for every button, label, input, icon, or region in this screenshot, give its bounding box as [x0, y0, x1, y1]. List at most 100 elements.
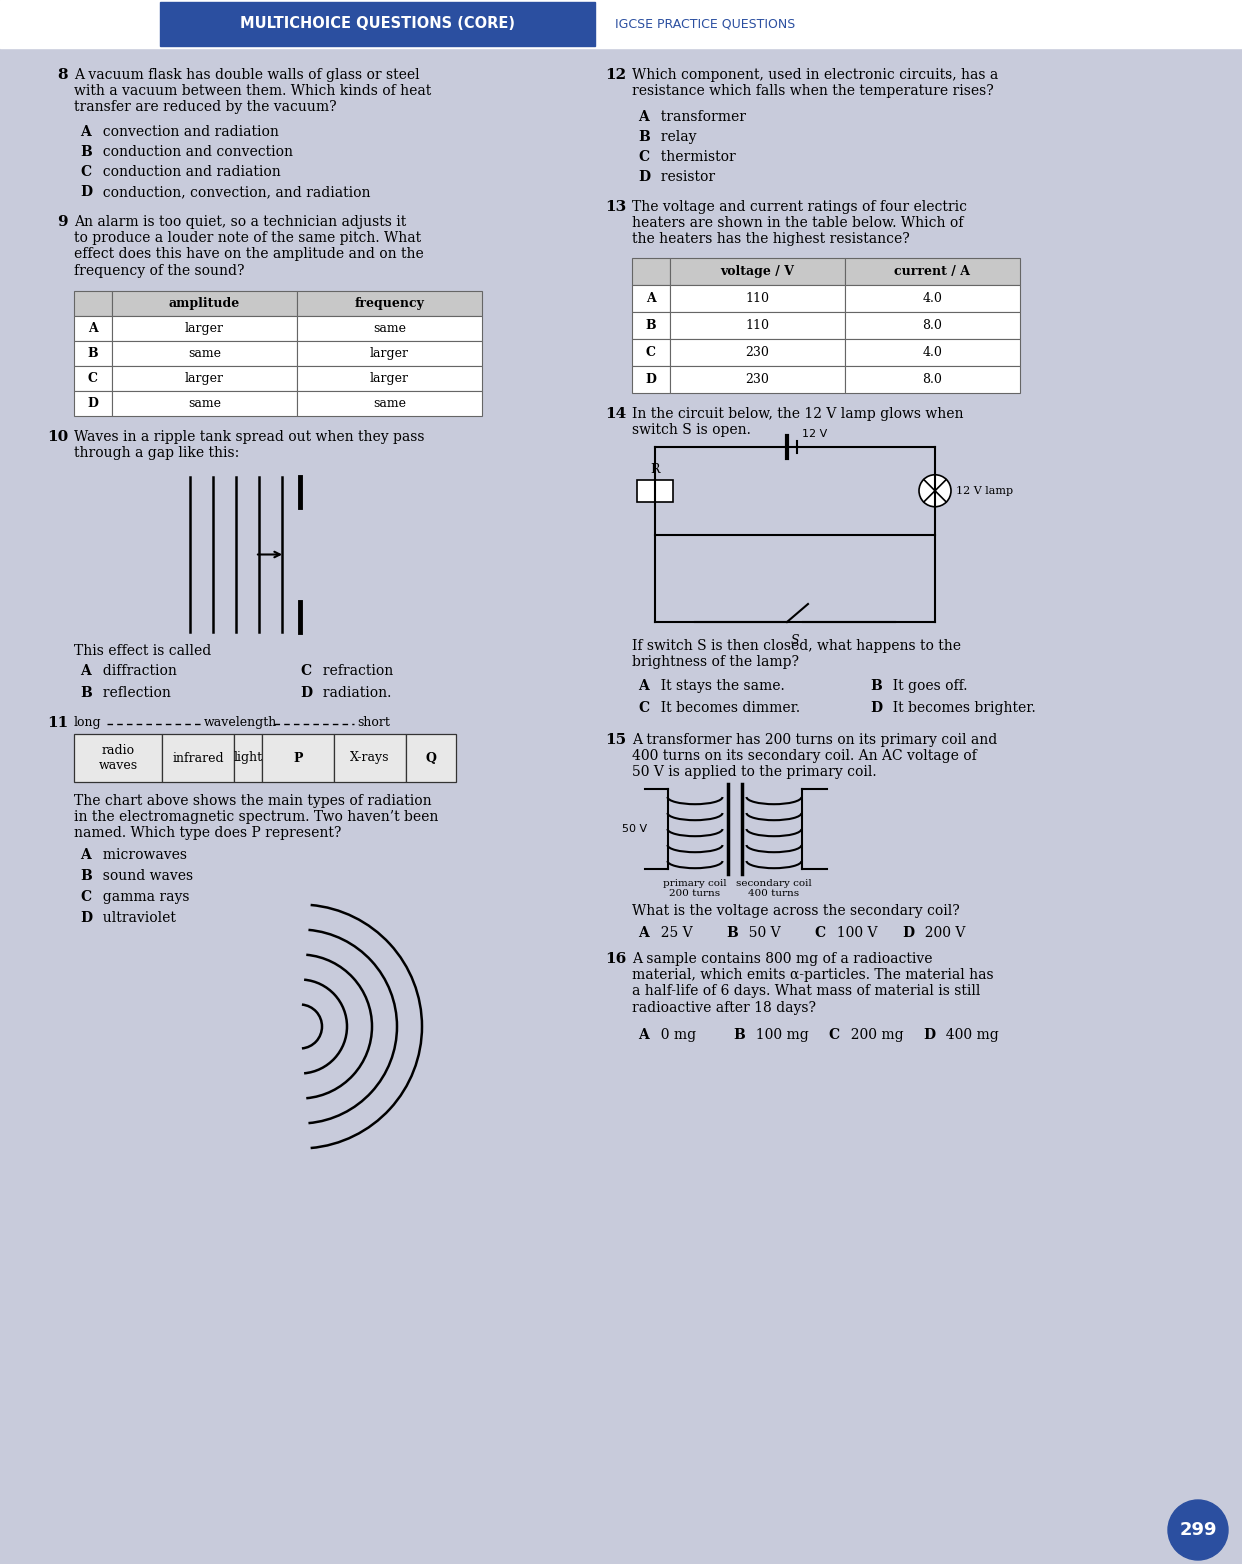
Circle shape — [919, 475, 951, 507]
Text: primary coil
200 turns: primary coil 200 turns — [663, 879, 727, 898]
Text: A sample contains 800 mg of a radioactive
material, which emits α-particles. The: A sample contains 800 mg of a radioactiv… — [632, 952, 994, 1015]
Text: Waves in a ripple tank spread out when they pass
through a gap like this:: Waves in a ripple tank spread out when t… — [75, 430, 425, 460]
Text: 14: 14 — [605, 407, 626, 421]
Bar — [161, 734, 233, 782]
Bar — [845, 258, 1020, 285]
Text: 100 mg: 100 mg — [746, 1028, 809, 1042]
Bar — [297, 391, 482, 416]
Text: transformer: transformer — [652, 109, 746, 124]
Text: 110: 110 — [745, 292, 770, 305]
Text: B: B — [79, 687, 92, 701]
Text: What is the voltage across the secondary coil?: What is the voltage across the secondary… — [632, 904, 960, 918]
Text: A: A — [638, 1028, 648, 1042]
Circle shape — [1167, 1500, 1228, 1559]
Bar — [75, 391, 112, 416]
Text: C: C — [638, 150, 650, 164]
Text: Which component, used in electronic circuits, has a
resistance which falls when : Which component, used in electronic circ… — [632, 67, 999, 99]
Text: thermistor: thermistor — [652, 150, 735, 164]
Bar — [160, 2, 595, 45]
Text: 9: 9 — [57, 214, 68, 228]
Bar — [0, 0, 1242, 48]
Text: C: C — [638, 701, 650, 715]
Bar — [75, 366, 112, 391]
Text: infrared: infrared — [173, 751, 224, 765]
Text: IGCSE PRACTICE QUESTIONS: IGCSE PRACTICE QUESTIONS — [615, 17, 795, 31]
Bar — [632, 285, 669, 311]
Text: 4.0: 4.0 — [923, 292, 943, 305]
Text: gamma rays: gamma rays — [94, 890, 190, 904]
Text: same: same — [188, 397, 221, 410]
Bar — [669, 339, 845, 366]
Text: C: C — [301, 665, 312, 679]
Text: D: D — [923, 1028, 935, 1042]
Text: A: A — [638, 926, 648, 940]
Text: A: A — [79, 848, 91, 862]
Text: 12 V: 12 V — [802, 429, 827, 439]
Bar — [669, 285, 845, 311]
Text: B: B — [638, 130, 650, 144]
Text: larger: larger — [185, 322, 224, 335]
Text: 16: 16 — [605, 952, 626, 967]
Text: 400 mg: 400 mg — [936, 1028, 999, 1042]
Text: 100 V: 100 V — [828, 926, 878, 940]
Text: C: C — [79, 164, 91, 178]
Text: R: R — [651, 463, 660, 475]
Text: 4.0: 4.0 — [923, 346, 943, 360]
Bar — [637, 480, 673, 502]
Bar — [632, 311, 669, 339]
Text: secondary coil
400 turns: secondary coil 400 turns — [737, 879, 812, 898]
Text: The chart above shows the main types of radiation
in the electromagnetic spectru: The chart above shows the main types of … — [75, 795, 438, 840]
Bar — [112, 391, 297, 416]
Text: B: B — [646, 319, 656, 332]
Text: A: A — [638, 679, 648, 693]
Bar — [845, 285, 1020, 311]
Bar — [297, 341, 482, 366]
Text: A vacuum flask has double walls of glass or steel
with a vacuum between them. Wh: A vacuum flask has double walls of glass… — [75, 67, 431, 114]
Text: current / A: current / A — [894, 264, 970, 278]
Text: D: D — [88, 397, 98, 410]
Text: It becomes dimmer.: It becomes dimmer. — [652, 701, 800, 715]
Text: A: A — [79, 125, 91, 139]
Bar — [297, 291, 482, 316]
Bar — [112, 341, 297, 366]
Text: If switch S is then closed, what happens to the
brightness of the lamp?: If switch S is then closed, what happens… — [632, 640, 961, 669]
Bar — [845, 366, 1020, 393]
Bar — [406, 734, 456, 782]
Bar — [112, 291, 297, 316]
Text: conduction, convection, and radiation: conduction, convection, and radiation — [94, 185, 370, 199]
Text: 8: 8 — [57, 67, 68, 81]
Bar — [75, 341, 112, 366]
Text: B: B — [733, 1028, 745, 1042]
Text: MULTICHOICE QUESTIONS (CORE): MULTICHOICE QUESTIONS (CORE) — [241, 17, 515, 31]
Text: short: short — [356, 716, 390, 729]
Text: C: C — [646, 346, 656, 360]
Text: relay: relay — [652, 130, 697, 144]
Text: amplitude: amplitude — [169, 297, 240, 310]
Text: In the circuit below, the 12 V lamp glows when
switch S is open.: In the circuit below, the 12 V lamp glow… — [632, 407, 964, 438]
Text: D: D — [646, 372, 657, 386]
Text: It becomes brighter.: It becomes brighter. — [884, 701, 1036, 715]
Text: B: B — [79, 870, 92, 884]
Text: D: D — [79, 185, 92, 199]
Text: larger: larger — [370, 372, 409, 385]
Text: D: D — [79, 910, 92, 924]
Text: C: C — [88, 372, 98, 385]
Text: convection and radiation: convection and radiation — [94, 125, 279, 139]
Text: It stays the same.: It stays the same. — [652, 679, 785, 693]
Text: same: same — [188, 347, 221, 360]
Text: B: B — [88, 347, 98, 360]
Text: 8.0: 8.0 — [923, 372, 943, 386]
Bar — [669, 311, 845, 339]
Bar — [297, 366, 482, 391]
Bar — [262, 734, 334, 782]
Text: same: same — [373, 397, 406, 410]
Bar — [632, 258, 669, 285]
Text: light: light — [233, 751, 262, 765]
Bar — [112, 366, 297, 391]
Text: diffraction: diffraction — [94, 665, 176, 679]
Text: D: D — [301, 687, 312, 701]
Text: larger: larger — [185, 372, 224, 385]
Text: It goes off.: It goes off. — [884, 679, 968, 693]
Text: A: A — [88, 322, 98, 335]
Bar — [632, 366, 669, 393]
